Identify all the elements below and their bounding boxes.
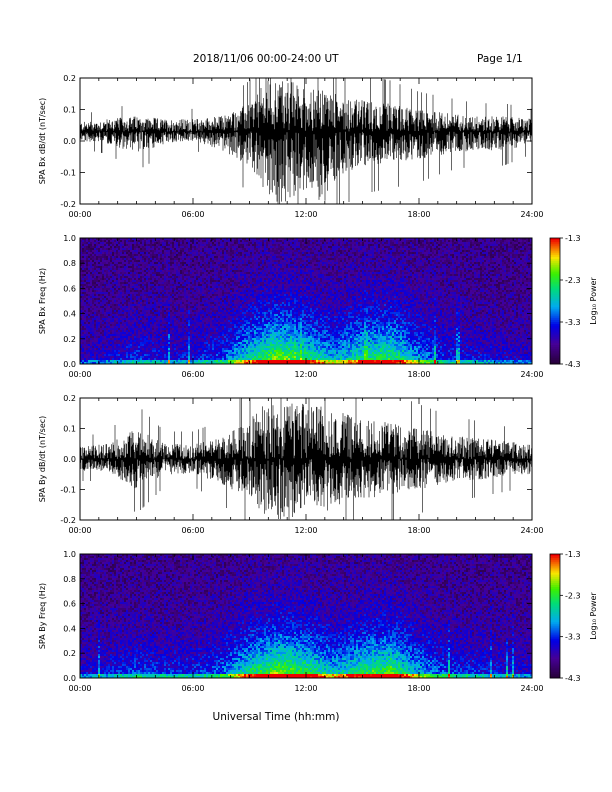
x-tick-label: 24:00 xyxy=(520,684,543,693)
x-tick-label: 12:00 xyxy=(294,370,317,379)
y-tick-label: -0.1 xyxy=(60,486,76,495)
page-title: 2018/11/06 00:00-24:00 UT xyxy=(193,53,339,65)
y-tick-label: 0.2 xyxy=(63,335,76,344)
y-axis-label: SPA Bx dB/dt (nT/sec) xyxy=(38,98,47,185)
x-axis-title: Universal Time (hh:mm) xyxy=(213,711,340,723)
x-tick-label: 12:00 xyxy=(294,684,317,693)
y-tick-label: 1.0 xyxy=(63,550,76,559)
y-tick-label: 0.6 xyxy=(63,600,76,609)
y-tick-label: 0.2 xyxy=(63,394,76,403)
colorbar-label: Log₁₀ Power xyxy=(589,592,598,640)
x-tick-label: 18:00 xyxy=(407,210,430,219)
x-tick-label: 18:00 xyxy=(407,684,430,693)
colorbar-tick-label: -3.3 xyxy=(565,633,581,642)
colorbar-label: Log₁₀ Power xyxy=(589,277,598,325)
colorbar-tick-label: -3.3 xyxy=(565,318,581,327)
spectrogram-cells xyxy=(80,238,532,364)
x-tick-label: 06:00 xyxy=(181,684,204,693)
y-tick-label: 0.2 xyxy=(63,649,76,658)
x-tick-label: 24:00 xyxy=(520,210,543,219)
trace-line xyxy=(79,398,533,520)
x-tick-label: 18:00 xyxy=(407,526,430,535)
x-tick-label: 00:00 xyxy=(68,370,91,379)
spectrogram-cells xyxy=(80,554,532,678)
y-tick-label: -0.1 xyxy=(60,169,76,178)
chart-panel-4: 0.0 0.2 0.4 0.6 0.8 1.0 -1.3 -2.3 -3.3 -4.3 Log₁₀ … xyxy=(38,550,598,693)
page-number: Page 1/1 xyxy=(477,53,523,65)
y-tick-label: -0.2 xyxy=(60,200,76,209)
x-tick-label: 24:00 xyxy=(520,370,543,379)
y-tick-label: 0.0 xyxy=(63,360,76,369)
x-tick-label: 00:00 xyxy=(68,684,91,693)
x-tick-label: 12:00 xyxy=(294,210,317,219)
y-axis-label: SPA By Freq (Hz) xyxy=(38,583,47,649)
trace-line xyxy=(79,78,533,204)
chart-panel-3: -0.2 -0.1 0.0 0.1 0.2 00:00 06:00 12:00 18:00 24:… xyxy=(38,394,544,535)
x-tick-label: 06:00 xyxy=(181,370,204,379)
colorbar: -1.3 -2.3 -3.3 -4.3 Log₁₀ Power xyxy=(549,234,598,369)
y-tick-label: 0.8 xyxy=(63,259,76,268)
x-tick-label: 06:00 xyxy=(181,210,204,219)
y-tick-label: -0.2 xyxy=(60,516,76,525)
colorbar-tick-label: -1.3 xyxy=(565,550,581,559)
chart-panel-2: 0.0 0.2 0.4 0.6 0.8 1.0 -1.3 -2.3 -3.3 -4.3 Log₁₀ … xyxy=(38,234,598,379)
x-tick-label: 12:00 xyxy=(294,526,317,535)
colorbar-tick-label: -4.3 xyxy=(565,674,581,683)
colorbar-tick-label: -2.3 xyxy=(565,591,581,600)
y-tick-label: 0.4 xyxy=(63,310,76,319)
colorbar-frame xyxy=(549,237,561,365)
x-tick-label: 06:00 xyxy=(181,526,204,535)
y-tick-label: 0.0 xyxy=(63,455,76,464)
y-tick-label: 0.1 xyxy=(63,106,76,115)
chart-panel-1: -0.2 -0.1 0.0 0.1 0.2 00:00 06:00 12:00 18:00 24:… xyxy=(38,74,544,219)
x-tick-label: 18:00 xyxy=(407,370,430,379)
y-tick-label: 1.0 xyxy=(63,234,76,243)
y-tick-label: 0.8 xyxy=(63,575,76,584)
x-tick-label: 00:00 xyxy=(68,526,91,535)
colorbar-tick-label: -4.3 xyxy=(565,360,581,369)
y-axis-label: SPA Bx Freq (Hz) xyxy=(38,268,47,334)
y-tick-label: 0.1 xyxy=(63,425,76,434)
colorbar: -1.3 -2.3 -3.3 -4.3 Log₁₀ Power xyxy=(549,550,598,683)
x-tick-label: 00:00 xyxy=(68,210,91,219)
colorbar-frame xyxy=(549,553,561,679)
x-tick-label: 24:00 xyxy=(520,526,543,535)
colorbar-tick-label: -1.3 xyxy=(565,234,581,243)
y-tick-label: 0.6 xyxy=(63,284,76,293)
y-tick-label: 0.0 xyxy=(63,674,76,683)
y-axis-label: SPA By dB/dt (nT/sec) xyxy=(38,416,47,503)
y-tick-label: 0.2 xyxy=(63,74,76,83)
y-tick-label: 0.0 xyxy=(63,137,76,146)
colorbar-tick-label: -2.3 xyxy=(565,276,581,285)
y-tick-label: 0.4 xyxy=(63,624,76,633)
